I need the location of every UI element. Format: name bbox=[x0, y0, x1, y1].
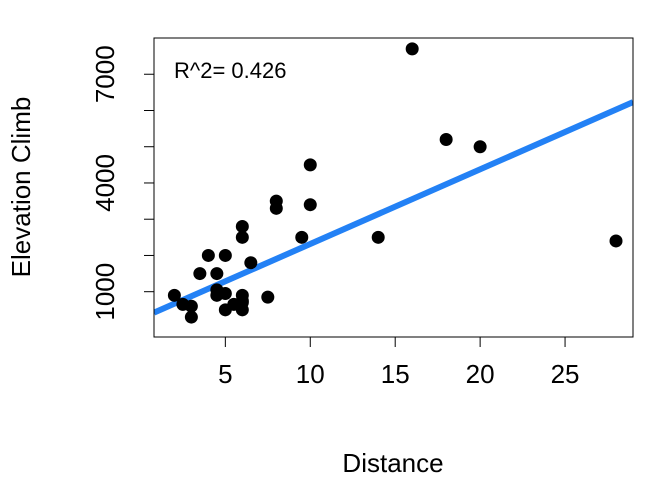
x-tick-label: 10 bbox=[296, 359, 325, 389]
data-point bbox=[405, 42, 419, 56]
x-tick-label: 20 bbox=[466, 359, 495, 389]
data-point bbox=[235, 219, 249, 233]
axis-ticks: 5 10 15 20 25 1000 4000 7000 bbox=[90, 45, 580, 389]
data-point bbox=[303, 158, 317, 172]
y-tick-label: 4000 bbox=[90, 154, 120, 212]
data-point bbox=[210, 267, 224, 281]
data-point bbox=[261, 290, 275, 304]
data-point bbox=[184, 299, 198, 313]
data-point bbox=[371, 230, 385, 244]
data-point bbox=[184, 310, 198, 324]
data-point bbox=[218, 287, 232, 301]
data-point bbox=[235, 303, 249, 317]
x-axis-label: Distance bbox=[342, 448, 443, 478]
data-point bbox=[295, 230, 309, 244]
data-point bbox=[439, 132, 453, 146]
data-point bbox=[218, 248, 232, 262]
data-points bbox=[167, 42, 623, 324]
data-point bbox=[167, 288, 181, 302]
y-tick-label: 1000 bbox=[90, 263, 120, 321]
x-tick-label: 5 bbox=[218, 359, 232, 389]
data-point bbox=[269, 194, 283, 208]
regression-line-group bbox=[154, 99, 633, 316]
data-point bbox=[303, 198, 317, 212]
data-point bbox=[235, 230, 249, 244]
data-point bbox=[473, 140, 487, 154]
plot-frame bbox=[153, 37, 634, 338]
data-point bbox=[201, 248, 215, 262]
y-axis-label: Elevation Climb bbox=[6, 97, 36, 278]
regression-line bbox=[154, 99, 633, 316]
data-point bbox=[193, 267, 207, 281]
x-tick-label: 25 bbox=[551, 359, 580, 389]
x-tick-label: 15 bbox=[381, 359, 410, 389]
r-squared-annotation: R^2= 0.426 bbox=[174, 58, 286, 83]
y-tick-label: 7000 bbox=[90, 45, 120, 103]
data-point bbox=[609, 234, 623, 248]
data-point bbox=[244, 256, 258, 270]
